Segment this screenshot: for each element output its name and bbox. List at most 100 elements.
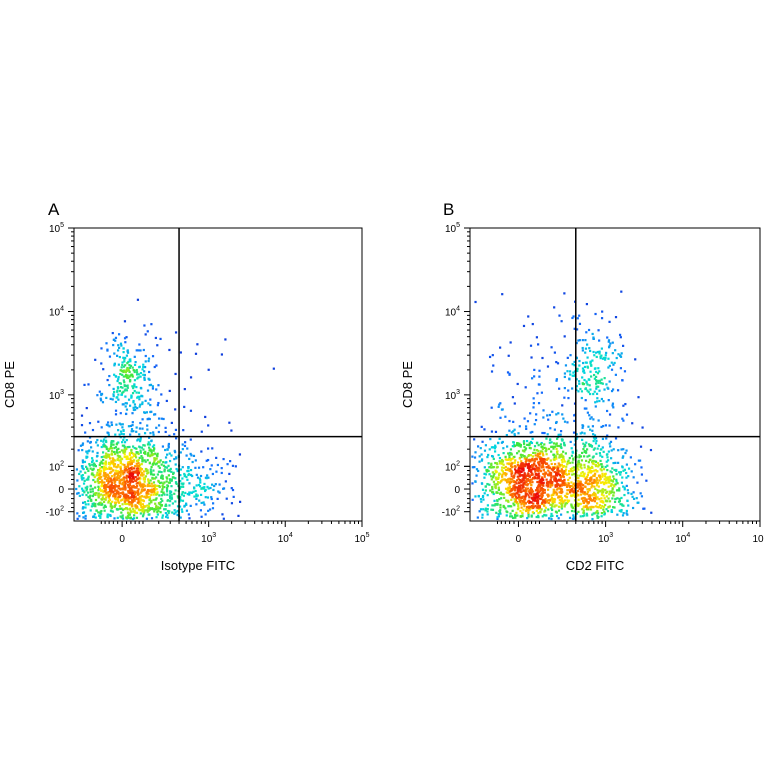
event-dot	[506, 462, 509, 465]
event-dot	[118, 450, 121, 454]
event-dot	[503, 505, 506, 509]
event-dot	[113, 373, 116, 376]
event-dot	[518, 497, 521, 501]
event-dot	[101, 503, 104, 506]
event-dot	[573, 402, 577, 405]
event-dot	[100, 513, 103, 516]
event-dot	[481, 488, 485, 491]
event-dot	[117, 495, 120, 498]
event-dot	[144, 475, 148, 478]
event-dot	[133, 363, 137, 366]
event-dot	[473, 438, 476, 441]
event-dot	[212, 502, 215, 505]
event-dot	[136, 474, 139, 477]
event-dot	[559, 478, 562, 481]
event-dot	[82, 489, 85, 492]
event-dot	[85, 493, 88, 497]
event-dot	[502, 447, 505, 450]
event-dot	[497, 486, 500, 489]
event-dot	[81, 459, 84, 462]
event-dot	[537, 383, 540, 386]
event-dot	[142, 448, 145, 451]
event-dot	[153, 491, 156, 495]
event-dot	[94, 498, 98, 502]
event-dot	[116, 498, 120, 502]
event-dot	[131, 456, 134, 459]
event-dot	[609, 342, 612, 345]
event-dot	[611, 488, 614, 491]
event-dot	[586, 411, 589, 414]
event-dot	[173, 449, 176, 452]
event-dot	[505, 491, 508, 494]
event-dot	[588, 444, 591, 448]
event-dot	[148, 502, 151, 505]
event-dot	[537, 494, 540, 497]
event-dot	[141, 499, 144, 502]
event-dot	[517, 467, 521, 470]
event-dot	[163, 468, 166, 471]
event-dot	[608, 442, 611, 445]
event-dot	[637, 459, 640, 462]
event-dot	[109, 502, 112, 505]
event-dot	[153, 510, 156, 513]
event-dot	[611, 479, 614, 483]
event-dot	[139, 449, 142, 452]
event-dot	[521, 474, 524, 477]
event-dot	[528, 505, 531, 508]
event-dot	[150, 517, 154, 520]
event-dot	[150, 500, 153, 504]
event-dot	[141, 457, 144, 460]
event-dot	[132, 494, 135, 498]
event-dot	[152, 431, 155, 434]
event-dot	[553, 351, 556, 354]
event-dot	[622, 448, 625, 451]
event-dot	[83, 479, 86, 483]
event-dot	[528, 466, 531, 470]
event-dot	[110, 475, 114, 478]
event-dot	[203, 482, 206, 486]
event-dot	[539, 450, 543, 453]
event-dot	[155, 388, 158, 391]
event-dot	[148, 370, 151, 374]
event-dot	[126, 480, 129, 484]
event-dot	[615, 356, 618, 360]
event-dot	[152, 469, 155, 472]
event-dot	[110, 421, 113, 424]
event-dot	[524, 477, 527, 480]
event-dot	[108, 425, 111, 428]
event-dot	[129, 459, 133, 462]
event-dot	[610, 361, 613, 364]
event-dot	[597, 474, 601, 477]
event-dot	[532, 406, 535, 409]
event-dot	[590, 465, 594, 468]
event-dot	[491, 471, 495, 474]
event-dot	[561, 404, 564, 407]
event-dot	[509, 478, 512, 481]
event-dot	[119, 467, 122, 470]
event-dot	[585, 331, 588, 334]
event-dot	[581, 346, 584, 350]
event-dot	[189, 468, 193, 472]
event-dot	[610, 389, 614, 393]
event-dot	[550, 503, 553, 506]
event-dot	[530, 488, 533, 491]
event-dot	[131, 445, 135, 448]
event-dot	[552, 447, 555, 450]
event-dot	[85, 489, 88, 492]
event-dot	[471, 482, 474, 485]
event-dot	[530, 377, 534, 380]
event-dot	[621, 466, 624, 469]
event-dot	[498, 456, 502, 460]
event-dot	[589, 471, 593, 474]
event-dot	[116, 474, 120, 477]
event-dot	[514, 514, 517, 517]
event-dot	[560, 320, 563, 323]
event-dot	[622, 344, 625, 347]
event-dot	[487, 453, 490, 457]
event-dot	[552, 491, 555, 494]
event-dot	[112, 393, 115, 396]
event-dot	[154, 336, 157, 340]
event-dot	[597, 367, 600, 370]
event-dot	[550, 484, 554, 487]
event-dot	[592, 439, 595, 443]
